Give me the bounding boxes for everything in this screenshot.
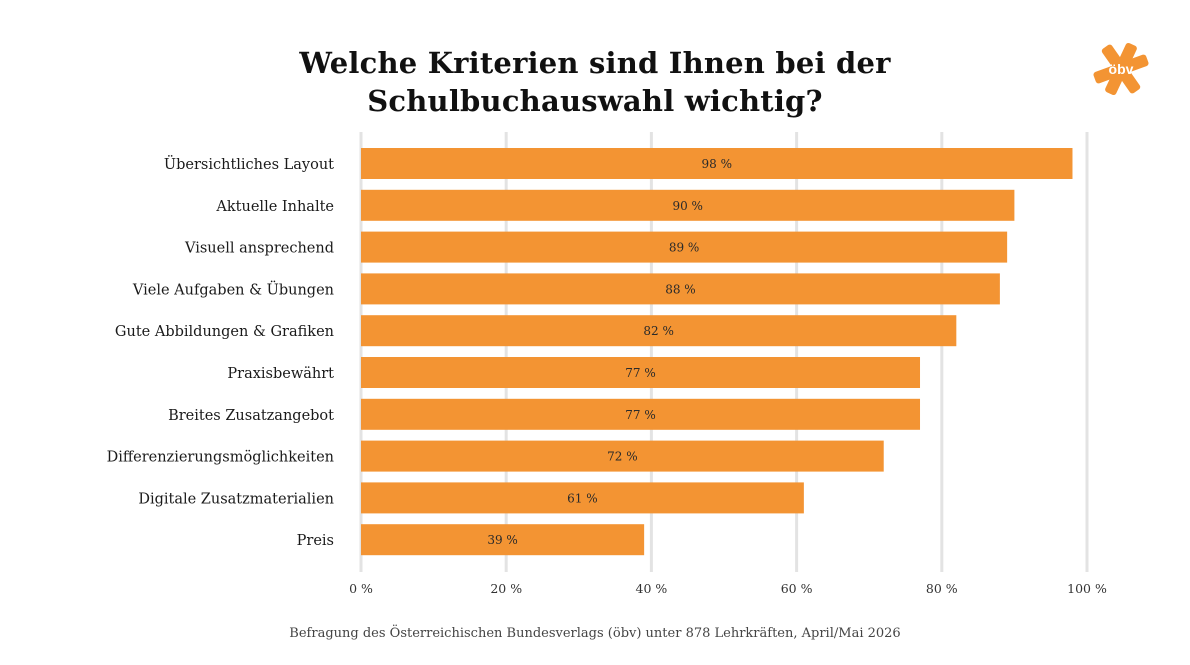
category-label: Praxisbewährt: [227, 366, 334, 382]
bar-value-label: 39 %: [487, 533, 518, 547]
x-tick-label: 100 %: [1067, 581, 1107, 596]
chart-title: Welche Kriterien sind Ihnen bei der Schu…: [0, 44, 1190, 120]
logo-star-icon: [1093, 42, 1149, 96]
bar: [361, 440, 884, 472]
bar: [361, 315, 957, 347]
bar-value-label: 89 %: [669, 241, 700, 255]
bars: 98 % 90 % 89 % 88 % 82 % 77 % 77 % 72 % 61 % 39 %: [361, 148, 1073, 556]
bar: [361, 398, 921, 430]
x-tick-label: 20 %: [490, 581, 522, 596]
bar: [361, 148, 1073, 179]
category-label: Breites Zusatzangebot: [168, 408, 334, 424]
category-label: Visuell ansprechend: [184, 241, 334, 257]
x-tick-label: 40 %: [636, 581, 668, 596]
category-label: Digitale Zusatzmaterialien: [138, 491, 334, 507]
x-tick-label: 60 %: [781, 581, 813, 596]
bar-value-label: 98 %: [701, 157, 732, 171]
bar-value-label: 77 %: [625, 408, 656, 422]
bar: [361, 482, 804, 514]
bar: [361, 524, 645, 556]
bar: [361, 273, 1000, 305]
category-label: Übersichtliches Layout: [164, 155, 334, 173]
bar-value-label: 90 %: [672, 199, 703, 213]
bar-value-label: 88 %: [665, 282, 696, 296]
chart-title-line-2: Schulbuchauswahl wichtig?: [367, 84, 823, 118]
category-label: Aktuelle Inhalte: [215, 199, 334, 215]
category-label: Viele Aufgaben & Übungen: [132, 280, 334, 298]
source-note: Befragung des Österreichischen Bundesver…: [289, 626, 901, 641]
category-labels: Übersichtliches Layout Aktuelle Inhalte Vi…: [107, 155, 335, 549]
x-tick-label: 80 %: [926, 581, 958, 596]
logo-text: öbv: [1109, 61, 1134, 77]
bar: [361, 189, 1015, 221]
category-label: Gute Abbildungen & Grafiken: [115, 324, 334, 340]
chart-title-line-1: Welche Kriterien sind Ihnen bei der: [299, 46, 891, 80]
bar-value-label: 82 %: [643, 324, 674, 338]
bar: [361, 357, 921, 388]
bar: [361, 231, 1008, 263]
x-tick-label: 0 %: [349, 581, 373, 596]
bar-value-label: 77 %: [625, 366, 656, 380]
category-label: Preis: [297, 533, 334, 549]
category-label: Differenzierungsmöglichkeiten: [107, 450, 334, 466]
bar-value-label: 72 %: [607, 450, 638, 464]
obv-logo: öbv: [1093, 42, 1149, 96]
bar-value-label: 61 %: [567, 491, 598, 505]
x-axis-tick-labels: 0 % 20 % 40 % 60 % 80 % 100 %: [349, 581, 1107, 596]
